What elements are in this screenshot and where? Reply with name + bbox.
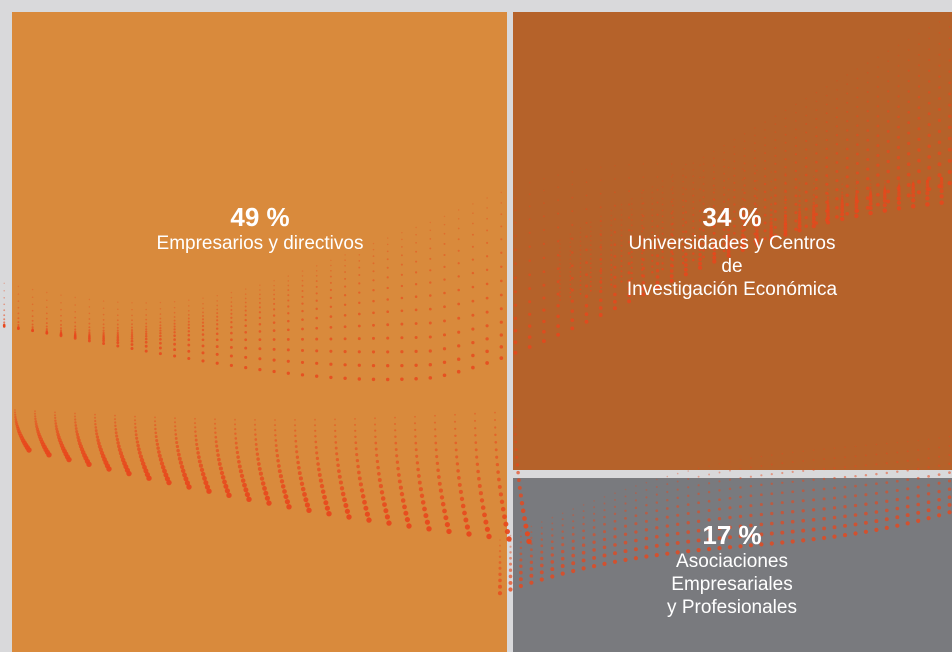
tile-universidades [513, 12, 952, 470]
value-label-empresarios: 49 % [230, 202, 290, 232]
category-label-universidades: Universidades y Centros de Investigación… [626, 233, 838, 300]
tile-asociaciones [513, 478, 952, 652]
tile-empresarios [12, 12, 507, 652]
category-label-empresarios: Empresarios y directivos [156, 233, 364, 254]
category-label-asociaciones: Asociaciones Empresariales y Profesional… [667, 551, 797, 618]
value-label-universidades: 34 % [702, 202, 762, 232]
label-asociaciones: 17 % Asociaciones Empresariales y Profes… [622, 520, 842, 619]
label-empresarios: 49 % Empresarios y directivos [157, 202, 364, 255]
label-universidades: 34 % Universidades y Centros de Investig… [622, 202, 842, 301]
value-label-asociaciones: 17 % [702, 520, 762, 550]
